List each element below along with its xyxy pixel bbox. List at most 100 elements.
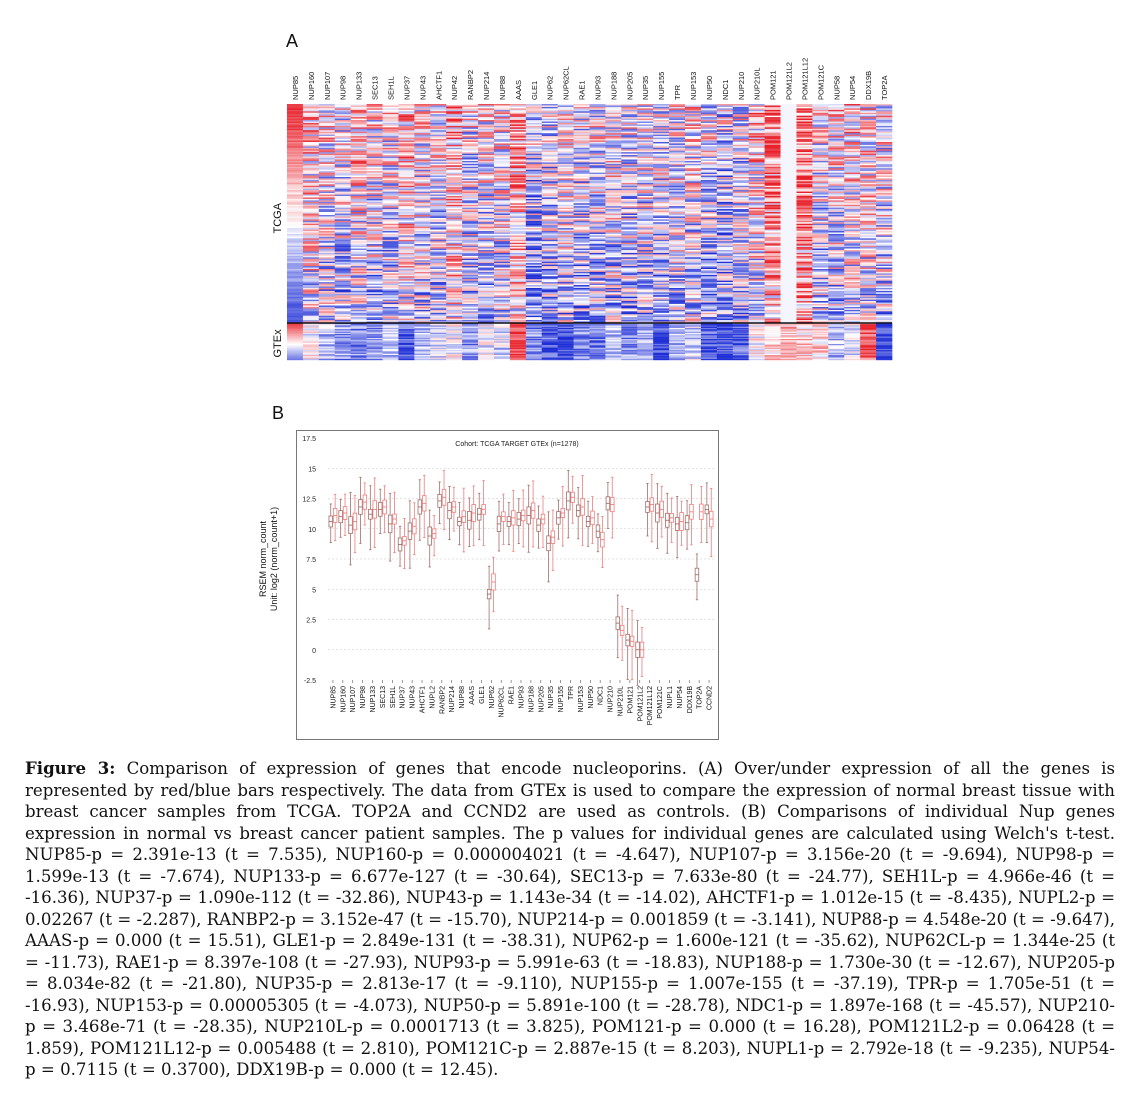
xtick-label: TPR (568, 686, 575, 700)
xtick-label: NUP93 (519, 686, 526, 709)
xtick-label: NUP62CL (499, 686, 506, 718)
gene-label: RAE1 (578, 80, 587, 100)
xtick-label: NUP188 (528, 686, 535, 713)
box-mark (437, 481, 442, 525)
box-mark (328, 503, 333, 544)
box-mark (471, 485, 476, 547)
gene-label: NUP210 (737, 72, 746, 100)
box-mark (412, 502, 417, 556)
box-mark (649, 473, 655, 543)
xtick-label: NUP98 (360, 686, 367, 709)
xtick-label: POM121 (627, 686, 634, 714)
heatmap-column (860, 104, 877, 361)
gene-label: POM121L2 (785, 62, 794, 100)
box-mark (669, 497, 674, 543)
heatmap-column (876, 104, 893, 361)
heatmap-column (589, 104, 606, 361)
gene-label: NUP153 (689, 72, 698, 100)
gene-label: NUP43 (418, 76, 427, 100)
ytick-label: 0 (312, 648, 316, 655)
heatmap-column (525, 104, 543, 361)
heatmap-column (748, 104, 765, 361)
box-mark (431, 515, 437, 557)
box-mark (550, 509, 556, 571)
row-label-gtex: GTEx (272, 329, 284, 358)
box-mark (615, 594, 620, 659)
xtick-label: POM121L2 (637, 686, 644, 722)
box-mark (556, 499, 561, 540)
xtick-label: NUP210 (608, 686, 615, 713)
ytick-label: -2.5 (304, 678, 316, 685)
box-mark (536, 505, 541, 549)
ytick-label: 12.5 (302, 497, 316, 504)
xtick-label: NUP214 (449, 686, 456, 713)
gene-label: GLE1 (530, 81, 539, 100)
gene-label: NUP93 (594, 76, 603, 100)
box-mark (709, 487, 714, 558)
gene-label: NUP205 (625, 72, 634, 100)
heatmap-column (764, 104, 781, 361)
heatmap-column (716, 104, 734, 361)
ytick-label: 7.5 (306, 557, 316, 564)
heatmap-column (732, 104, 750, 361)
box-mark (477, 492, 482, 541)
ytick-label: 17.5 (302, 436, 316, 443)
ytick-label: 10 (308, 527, 316, 534)
gene-label: NUP188 (609, 72, 618, 100)
box-mark (491, 556, 496, 613)
heatmap-column (685, 104, 702, 361)
heatmap-column (430, 104, 447, 361)
heatmap-column (796, 104, 813, 361)
box-mark (501, 493, 506, 545)
box-mark (530, 480, 536, 548)
box-mark (699, 486, 704, 543)
gene-label: NUP210L (753, 67, 762, 100)
heatmap-column (653, 104, 670, 361)
xtick-label: SEH1L (390, 686, 397, 708)
gene-label: NUP214 (482, 72, 491, 100)
ytick-label: 5 (312, 587, 316, 594)
box-mark (679, 500, 684, 546)
heatmap-column (350, 104, 367, 361)
gene-label: NUP88 (498, 76, 507, 100)
xtick-label: RANBP2 (439, 686, 446, 714)
xtick-label: NUP62 (489, 686, 496, 709)
gene-label: TPR (673, 84, 682, 100)
heatmap-column (478, 104, 495, 361)
box-mark (382, 485, 387, 533)
xtick-label: NDC1 (598, 686, 605, 705)
gene-label: SEC13 (371, 76, 380, 100)
heatmap-column (462, 104, 479, 361)
heatmap-column (828, 104, 845, 361)
box-mark (575, 487, 581, 540)
box-mark (629, 610, 635, 681)
xtick-label: GLE1 (479, 686, 486, 704)
box-mark (392, 491, 397, 553)
box-mark (619, 605, 625, 661)
xtick-label: DDX19B (687, 686, 694, 714)
box-mark (422, 474, 427, 539)
box-mark (546, 511, 551, 583)
gene-label: NUP85 (291, 76, 300, 100)
box-mark (342, 493, 348, 537)
box-mark (704, 482, 710, 543)
gene-label: POM121C (816, 64, 825, 100)
xtick-label: NUP107 (350, 686, 357, 713)
xtick-label: AAAS (469, 686, 476, 705)
heatmap-column (509, 104, 527, 361)
box-mark (457, 502, 462, 546)
gene-label: NUP107 (323, 72, 332, 100)
xtick-label: NUP50 (588, 686, 595, 709)
heatmap-column (700, 104, 718, 361)
heatmap-column (302, 104, 320, 361)
caption-label: Figure 3: (25, 758, 116, 778)
xtick-label: AHCTF1 (420, 686, 427, 713)
heatmap-column (557, 104, 574, 361)
heatmap-column (398, 104, 415, 361)
gene-label: NUP62CL (562, 66, 571, 100)
box-mark (338, 498, 343, 538)
gene-label: NUP58 (832, 76, 841, 100)
xtick-label: NUP153 (578, 686, 585, 713)
box-mark (625, 608, 630, 680)
gene-label: NUP160 (307, 72, 316, 100)
